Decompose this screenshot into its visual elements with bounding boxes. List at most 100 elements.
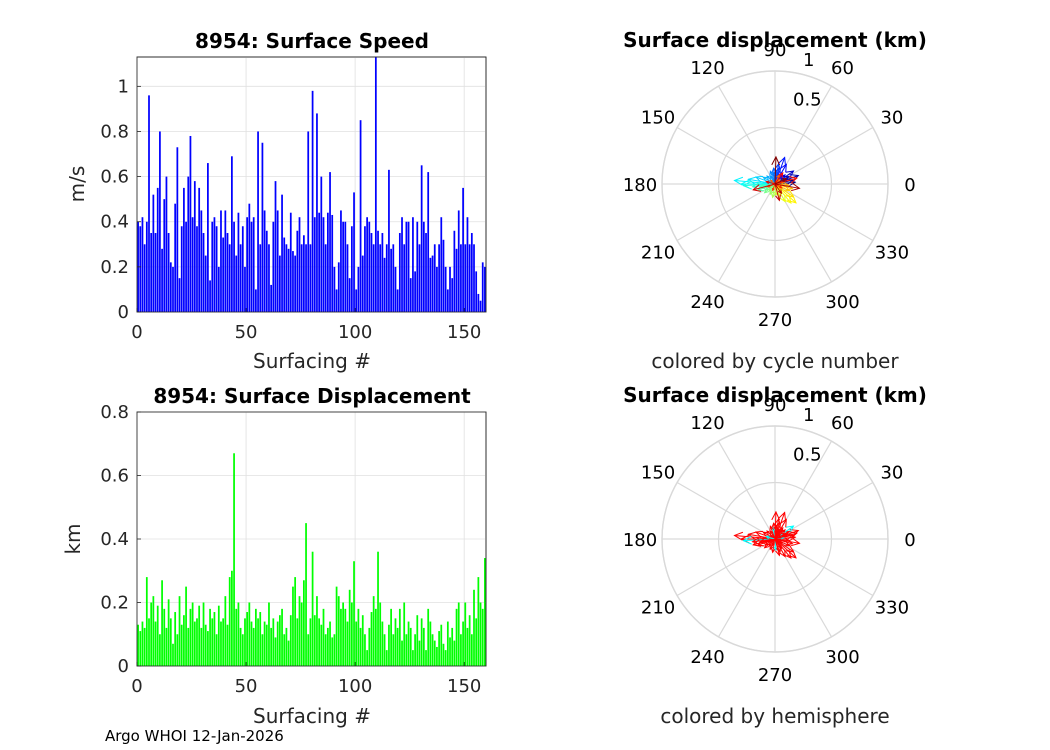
bar — [263, 621, 266, 666]
bar — [446, 621, 449, 666]
bar — [438, 631, 440, 666]
vector-arrowhead — [771, 187, 775, 192]
bar — [372, 244, 375, 312]
bar — [283, 237, 286, 312]
vector-arrowhead — [765, 535, 770, 540]
bar — [436, 646, 438, 666]
bar — [150, 602, 153, 666]
displacement-vector — [774, 178, 787, 185]
bar — [433, 244, 436, 312]
polar-cycle-vectors — [733, 155, 801, 204]
bar — [154, 233, 157, 312]
bar — [357, 266, 360, 312]
polar-r-label: 0.5 — [793, 445, 822, 466]
bar — [139, 631, 142, 666]
bar — [198, 605, 201, 666]
polar-angle-label: 330 — [875, 598, 909, 619]
vector-arrowhead — [785, 170, 795, 179]
vector-arrowhead — [747, 176, 758, 185]
bar — [342, 221, 345, 312]
vector-arrowhead — [766, 530, 771, 535]
displacement-vector — [753, 183, 776, 191]
bar — [409, 627, 412, 666]
bar — [296, 230, 299, 312]
bar — [366, 217, 368, 312]
vector-arrowhead — [788, 176, 798, 184]
bar — [453, 640, 456, 666]
bar — [337, 262, 340, 312]
bar — [353, 561, 355, 666]
bar — [355, 289, 358, 312]
bar — [342, 602, 345, 666]
vector-arrowhead — [789, 174, 800, 183]
polar-cycle-chart: Surface displacement (km) 0 30 60 90 120 150 1… — [623, 28, 927, 373]
displacement-vector — [774, 532, 797, 540]
bar — [169, 262, 172, 312]
bar — [207, 631, 209, 666]
bar — [265, 230, 268, 312]
bar — [222, 237, 225, 312]
bar — [442, 239, 445, 312]
bar — [215, 634, 218, 666]
vector-arrowhead — [771, 510, 781, 521]
polar-angle-label: 240 — [690, 647, 724, 668]
bar — [394, 618, 397, 666]
bar — [198, 187, 201, 312]
bar — [307, 131, 310, 312]
vector-arrowhead — [771, 542, 775, 547]
bar — [425, 233, 427, 312]
bar — [455, 248, 458, 312]
bar — [309, 618, 312, 666]
bar — [145, 577, 148, 666]
bar — [237, 212, 240, 312]
bar — [281, 608, 283, 666]
polar-angle-label: 270 — [758, 665, 792, 686]
vector-arrowhead — [779, 163, 787, 173]
bar — [333, 634, 336, 666]
bar — [412, 217, 414, 312]
bar — [228, 244, 231, 312]
bar — [209, 608, 211, 666]
polar-hemisphere-labels: 0 30 60 90 120 150 180 210 240 270 300 330 0.5 1 — [623, 395, 916, 686]
bar — [222, 618, 225, 666]
bar — [302, 580, 305, 666]
displacement-vector — [774, 511, 777, 540]
bar — [366, 650, 368, 666]
bar — [191, 217, 194, 312]
bar — [405, 634, 408, 666]
bar — [388, 169, 390, 312]
speed-bars — [137, 57, 486, 313]
vector-arrowhead — [733, 531, 744, 541]
bar — [161, 248, 163, 312]
bar — [320, 176, 323, 312]
vector-arrowhead — [769, 190, 774, 196]
bar — [156, 187, 159, 312]
vector-arrowhead — [785, 544, 795, 553]
bar — [239, 244, 242, 312]
bar — [200, 627, 203, 666]
vector-arrowhead — [777, 178, 782, 183]
bar — [407, 221, 410, 312]
bar — [385, 650, 388, 666]
bar — [172, 266, 174, 312]
displacement-vector — [774, 177, 797, 185]
bar — [231, 156, 233, 312]
bar — [287, 248, 290, 312]
bar — [473, 589, 475, 666]
displacement-vector — [774, 172, 784, 185]
bar — [449, 637, 451, 666]
bar — [392, 634, 395, 666]
bar — [381, 233, 384, 312]
polar-angle-label: 300 — [825, 292, 859, 313]
polar-angle-label: 60 — [831, 413, 854, 434]
bar — [169, 618, 172, 666]
bar — [390, 608, 392, 666]
bar — [396, 627, 399, 666]
bar — [372, 596, 375, 666]
vector-arrowhead — [769, 175, 774, 180]
bar — [335, 289, 338, 312]
bar — [322, 608, 325, 666]
polar-r-label: 0.5 — [793, 90, 822, 111]
displacement-vector — [774, 538, 800, 544]
polar-angle-label: 120 — [690, 413, 724, 434]
